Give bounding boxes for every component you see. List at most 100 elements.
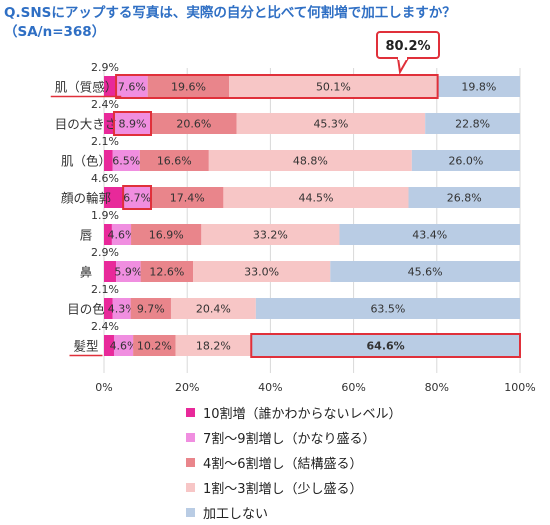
- data-label: 18.2%: [196, 340, 231, 353]
- legend-label: 4割～6割増し（結構盛る）: [203, 457, 363, 472]
- x-tick-label: 20%: [175, 381, 199, 394]
- legend-item: 加工しない: [186, 500, 402, 525]
- category-label: 唇: [80, 228, 93, 243]
- bar-segment: [437, 76, 520, 97]
- bar-segment: [113, 335, 134, 356]
- chart-title-line-1: Q.SNSにアップする写真は、実際の自分と比べて何割増で加工しますか？: [4, 5, 456, 21]
- data-label: 4.3%: [108, 303, 136, 316]
- x-tick-label: 100%: [504, 381, 535, 394]
- data-label: 16.6%: [157, 155, 192, 168]
- data-label: 19.6%: [171, 81, 206, 94]
- chart-legend: 10割増（誰かわからないレベル） 7割～9割増し（かなり盛る） 4割～6割増し（結構…: [186, 400, 402, 525]
- legend-swatch: [186, 433, 195, 442]
- data-label: 7.6%: [118, 81, 146, 94]
- data-label: 4.6%: [91, 172, 119, 185]
- data-label: 50.1%: [316, 81, 351, 94]
- chart-title: Q.SNSにアップする写真は、実際の自分と比べて何割増で加工しますか？ （SA/…: [4, 4, 544, 42]
- bar-segment: [193, 261, 331, 282]
- category-label: 目の色: [67, 302, 105, 317]
- bar-segment: [251, 335, 520, 356]
- legend-swatch: [186, 408, 195, 417]
- data-label: 33.2%: [253, 229, 288, 242]
- bar-segment: [151, 113, 237, 134]
- bar-segment: [104, 113, 114, 134]
- highlight-box: [250, 333, 521, 358]
- bar-segment: [330, 261, 520, 282]
- category-label: 顔の輪郭: [61, 191, 111, 206]
- bar-segment: [223, 187, 409, 208]
- legend-item: 10割増（誰かわからないレベル）: [186, 400, 402, 425]
- data-label: 16.9%: [149, 229, 184, 242]
- bar-segment: [112, 150, 140, 171]
- bar-segment: [147, 76, 230, 97]
- data-label: 4.6%: [110, 340, 138, 353]
- data-label: 22.8%: [455, 118, 490, 131]
- data-label: 20.4%: [196, 303, 231, 316]
- legend-item: 1割～3割増し（少し盛る）: [186, 475, 402, 500]
- data-label: 45.3%: [313, 118, 348, 131]
- callout-box: [376, 31, 440, 59]
- data-label: 6.7%: [123, 192, 151, 205]
- data-label: 8.9%: [119, 118, 147, 131]
- category-label: 鼻: [80, 265, 93, 280]
- data-label: 45.6%: [408, 266, 443, 279]
- data-label: 2.4%: [91, 320, 119, 333]
- data-label: 12.6%: [149, 266, 184, 279]
- x-tick-label: 60%: [341, 381, 365, 394]
- callout-joint: [398, 56, 407, 60]
- data-label: 2.9%: [91, 246, 119, 259]
- bar-segment: [236, 113, 426, 134]
- data-label: 4.6%: [107, 229, 135, 242]
- data-label: 48.8%: [293, 155, 328, 168]
- x-tick-label: 0%: [95, 381, 112, 394]
- data-label: 19.8%: [461, 81, 496, 94]
- callout-label: 80.2%: [385, 39, 430, 54]
- bar-segment: [339, 224, 520, 245]
- highlight-box: [112, 111, 153, 136]
- bar-segment: [111, 224, 132, 245]
- legend-label: 7割～9割増し（かなり盛る）: [203, 432, 376, 447]
- data-label: 5.9%: [114, 266, 142, 279]
- highlight-box: [122, 185, 153, 210]
- bar-segment: [104, 224, 112, 245]
- x-tick-label: 80%: [425, 381, 449, 394]
- data-label: 6.5%: [112, 155, 140, 168]
- bar-segment: [255, 298, 520, 319]
- legend-item: 4割～6割増し（結構盛る）: [186, 450, 402, 475]
- data-label: 9.7%: [137, 303, 165, 316]
- bar-segment: [201, 224, 340, 245]
- bar-segment: [425, 113, 520, 134]
- bar-segment: [175, 335, 252, 356]
- bar-segment: [139, 150, 209, 171]
- bar-segment: [113, 113, 152, 134]
- bar-segment: [116, 76, 148, 97]
- bar-segment: [131, 224, 202, 245]
- data-label: 2.9%: [91, 61, 119, 74]
- legend-swatch: [186, 458, 195, 467]
- bar-segment: [229, 76, 438, 97]
- bar-segment: [104, 335, 114, 356]
- bar-segment: [170, 298, 256, 319]
- data-label: 1.9%: [91, 209, 119, 222]
- data-label: 26.0%: [448, 155, 483, 168]
- category-label: 肌（質感）: [55, 80, 118, 95]
- legend-swatch: [186, 483, 195, 492]
- data-label: 64.6%: [367, 340, 405, 353]
- data-label: 17.4%: [170, 192, 205, 205]
- highlight-box: [115, 74, 439, 99]
- data-label: 2.4%: [91, 98, 119, 111]
- bar-segment: [104, 298, 113, 319]
- x-tick-label: 40%: [258, 381, 282, 394]
- bar-segment: [104, 261, 117, 282]
- bar-segment: [133, 335, 176, 356]
- data-label: 2.1%: [91, 135, 119, 148]
- data-label: 2.1%: [91, 283, 119, 296]
- bar-segment: [116, 261, 141, 282]
- bar-segment: [123, 187, 152, 208]
- bar-segment: [104, 187, 124, 208]
- bar-segment: [104, 150, 113, 171]
- data-label: 10.2%: [137, 340, 172, 353]
- bar-segment: [411, 150, 520, 171]
- data-label: 43.4%: [412, 229, 447, 242]
